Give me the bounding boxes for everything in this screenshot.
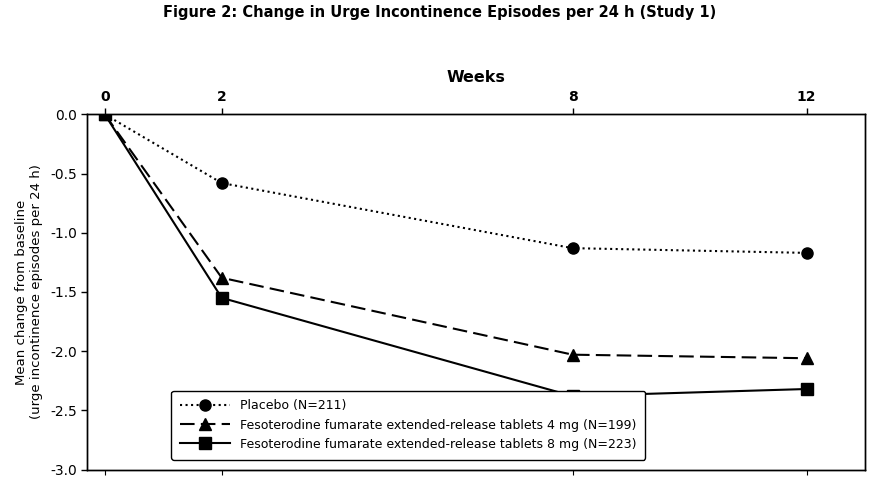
Y-axis label: Mean change from baseline
(urge incontinence episodes per 24 h): Mean change from baseline (urge incontin… [15,165,43,420]
X-axis label: Weeks: Weeks [447,70,505,85]
Legend: Placebo (N=211), Fesoterodine fumarate extended-release tablets 4 mg (N=199), Fe: Placebo (N=211), Fesoterodine fumarate e… [172,390,645,459]
Text: Figure 2: Change in Urge Incontinence Episodes per 24 h (Study 1): Figure 2: Change in Urge Incontinence Ep… [164,5,716,20]
